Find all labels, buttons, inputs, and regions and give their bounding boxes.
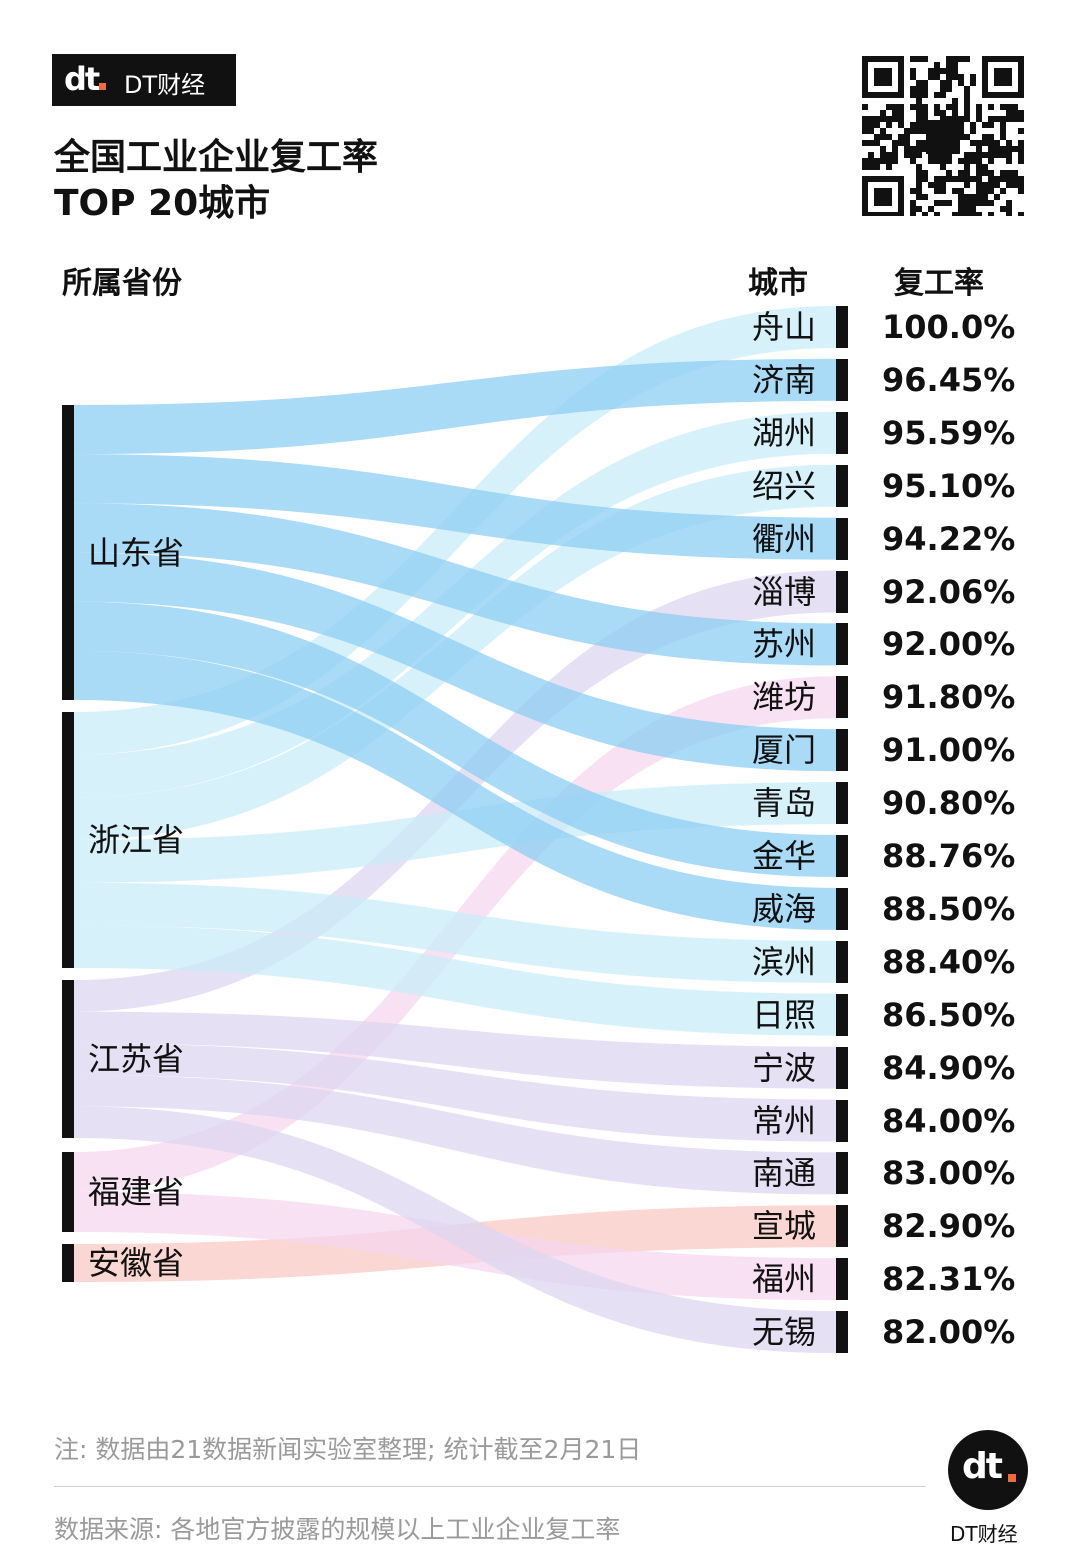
rate-value: 88.50%	[882, 889, 1016, 928]
city-node-bar	[836, 887, 848, 930]
sankey-flow	[74, 1074, 836, 1195]
sankey-flow	[74, 925, 836, 1036]
sankey-flow	[74, 1043, 836, 1142]
footnote: 注: 数据由21数据新闻实验室整理; 统计截至2月21日	[54, 1435, 642, 1464]
rate-value: 84.90%	[882, 1048, 1016, 1087]
city-label: 金华	[751, 837, 816, 875]
city-label: 宁波	[751, 1048, 816, 1087]
dt-logo: dt	[64, 60, 107, 98]
rate-value: 100.0%	[882, 308, 1016, 346]
province-bar	[62, 1244, 74, 1282]
city-column-header: 城市	[748, 266, 808, 301]
sankey-flow	[74, 601, 836, 877]
city-node-bar	[836, 835, 848, 877]
rate-value: 95.10%	[882, 466, 1016, 505]
footer-logo-icon: dt	[948, 1430, 1028, 1510]
rate-value: 82.31%	[882, 1260, 1016, 1299]
rate-value: 82.90%	[882, 1207, 1016, 1246]
rate-value: 95.59%	[882, 413, 1016, 452]
city-label: 青岛	[751, 784, 816, 823]
rate-value: 82.00%	[882, 1313, 1016, 1352]
city-node-bar	[836, 1311, 848, 1354]
brand-name: DT财经	[124, 71, 206, 99]
sankey-flow	[74, 503, 836, 666]
rate-value: 84.00%	[882, 1101, 1016, 1140]
city-label: 绍兴	[751, 466, 816, 505]
city-node-bar	[836, 306, 848, 348]
city-label: 湖州	[751, 413, 816, 452]
city-node-bar	[836, 623, 848, 666]
city-label: 济南	[751, 360, 816, 399]
rate-value: 88.76%	[882, 837, 1016, 875]
rate-value: 92.06%	[882, 572, 1016, 611]
city-node-bar	[836, 676, 848, 719]
city-label: 厦门	[751, 731, 816, 770]
province-label: 福建省	[88, 1173, 185, 1211]
city-node-bar	[836, 411, 848, 454]
city-label: 威海	[751, 889, 816, 928]
city-label: 舟山	[751, 308, 816, 346]
sankey-flow	[74, 882, 836, 983]
city-node-bar	[836, 517, 848, 560]
chart-subtitle: TOP 20城市	[54, 183, 271, 224]
city-label: 常州	[751, 1101, 816, 1140]
footer-brand-name: DT财经	[950, 1522, 1018, 1546]
city-node-bar	[836, 782, 848, 825]
city-label: 宣城	[751, 1207, 816, 1246]
province-label: 安徽省	[88, 1244, 185, 1282]
rate-value: 90.80%	[882, 784, 1016, 823]
sankey-flow	[74, 1106, 836, 1354]
city-node-bar	[836, 993, 848, 1036]
divider	[54, 1486, 926, 1487]
brand-badge: dt DT财经	[52, 54, 236, 106]
city-node-bar	[836, 1099, 848, 1142]
qr-code-icon	[862, 56, 1024, 216]
province-bar	[62, 712, 74, 968]
city-label: 淄博	[751, 572, 816, 611]
city-node-bar	[836, 1258, 848, 1301]
rate-value: 86.50%	[882, 995, 1016, 1034]
city-node-bar	[836, 940, 848, 983]
rate-column-header: 复工率	[894, 266, 984, 301]
rate-value: 83.00%	[882, 1154, 1016, 1193]
city-node-bar	[836, 1152, 848, 1195]
city-node-bar	[836, 464, 848, 507]
sankey-flow	[74, 358, 836, 455]
chart-title: 全国工业企业复工率	[54, 137, 379, 178]
city-node-bar	[836, 358, 848, 401]
city-label: 南通	[751, 1154, 816, 1193]
province-bar	[62, 980, 74, 1138]
sankey-flow	[74, 552, 836, 772]
rate-value: 91.80%	[882, 678, 1016, 717]
city-label: 苏州	[751, 625, 816, 664]
rate-value: 94.22%	[882, 519, 1016, 558]
data-source: 数据来源: 各地官方披露的规模以上工业企业复工率	[54, 1515, 621, 1544]
city-label: 潍坊	[751, 678, 816, 717]
rate-value: 92.00%	[882, 625, 1016, 664]
province-label: 江苏省	[88, 1040, 185, 1078]
sankey-flow	[74, 650, 836, 930]
province-bar	[62, 405, 74, 700]
sankey-flow	[74, 1192, 836, 1301]
city-label: 福州	[751, 1260, 816, 1299]
city-node-bar	[836, 1205, 848, 1248]
sankey-flow	[74, 782, 836, 883]
province-label: 山东省	[88, 533, 185, 572]
city-label: 无锡	[751, 1313, 816, 1352]
city-node-bar	[836, 729, 848, 772]
sankey-flow	[74, 454, 836, 560]
city-label: 日照	[751, 995, 816, 1034]
province-label: 浙江省	[88, 821, 185, 859]
rate-value: 91.00%	[882, 731, 1016, 770]
city-node-bar	[836, 570, 848, 613]
city-label: 衢州	[751, 519, 816, 558]
rate-value: 96.45%	[882, 360, 1016, 399]
province-bar	[62, 1152, 74, 1232]
city-label: 滨州	[751, 942, 816, 981]
rate-value: 88.40%	[882, 942, 1016, 981]
province-column-header: 所属省份	[62, 266, 182, 301]
city-node-bar	[836, 1046, 848, 1089]
sankey-flow	[74, 1011, 836, 1089]
